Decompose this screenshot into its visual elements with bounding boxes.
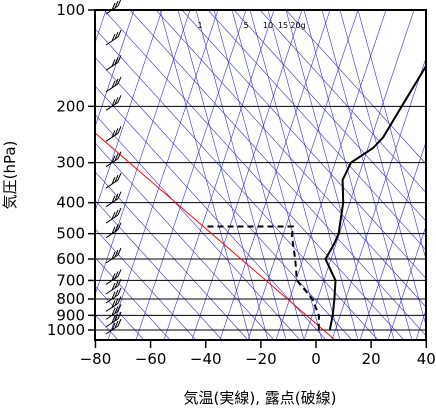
adiabat-line — [219, 10, 331, 340]
wind-barb — [105, 191, 122, 208]
adiabat-line — [303, 10, 395, 340]
x-axis-title: 気温(実線), 露点(破線) — [184, 389, 337, 407]
adiabat-line — [155, 10, 426, 308]
y-tick-label: 600 — [56, 250, 85, 268]
wind-barb — [105, 269, 122, 285]
y-axis-title: 気圧(hPa) — [1, 141, 19, 210]
adiabat-line — [95, 199, 223, 340]
adiabat-line — [177, 10, 269, 340]
adiabat-line — [285, 10, 426, 165]
adiabat-line — [195, 10, 287, 340]
adiabat-line — [339, 10, 426, 327]
wind-barb — [105, 76, 122, 93]
adiabat-line — [331, 57, 426, 340]
adiabat-line — [107, 10, 219, 340]
adiabat-line — [181, 10, 426, 279]
wind-barb — [105, 126, 122, 142]
y-tick-label: 200 — [56, 97, 85, 115]
x-tick-label: −60 — [135, 350, 167, 368]
x-tick-label: 0 — [311, 350, 321, 368]
adiabat-line — [359, 141, 426, 340]
adiabat-line — [259, 10, 426, 194]
mixing-ratio-label: 20g — [290, 21, 305, 30]
wind-barb — [105, 222, 122, 239]
mixing-ratio-label: 10 — [263, 21, 273, 30]
adiabat-line — [233, 10, 426, 222]
wind-barb — [105, 29, 122, 46]
x-tick-label: 20 — [362, 350, 381, 368]
wind-barb — [105, 55, 122, 71]
wind-barb — [105, 151, 122, 168]
adiabat-line — [159, 10, 251, 340]
x-axis: −80 −60 −40 −20 0 20 40 — [80, 340, 436, 368]
reference-line-path — [95, 132, 336, 340]
sounding-profiles — [207, 64, 426, 331]
y-tick-label: 300 — [56, 154, 85, 172]
adiabat-line — [249, 10, 341, 340]
mixing-ratio-label: 1 — [197, 21, 202, 30]
wind-barb — [105, 95, 122, 111]
adiabat-line — [95, 28, 379, 340]
mixing-ratio-labels: 1 5 10 15 20g — [197, 21, 305, 30]
adiabat-line — [135, 10, 247, 340]
mixing-ratio-label: 5 — [243, 21, 248, 30]
adiabat-line — [95, 10, 163, 212]
adiabat-line — [213, 10, 305, 340]
adiabat-line — [95, 257, 171, 340]
y-tick-label: 900 — [56, 306, 85, 324]
wind-barbs — [105, 0, 122, 335]
adiabat-lines — [95, 10, 426, 340]
y-tick-label: 800 — [56, 290, 85, 308]
wind-barb — [105, 247, 122, 264]
x-tick-label: −20 — [245, 350, 277, 368]
adiabat-line — [163, 10, 275, 340]
adiabat-line — [95, 228, 197, 340]
wind-barb — [105, 0, 122, 15]
y-tick-label: 400 — [56, 194, 85, 212]
adiabat-line — [103, 10, 405, 340]
temperature-profile-line — [324, 64, 426, 331]
adiabat-line — [387, 225, 426, 340]
adiabat-line — [95, 56, 353, 340]
wind-barb — [105, 172, 122, 189]
adiabat-line — [129, 10, 426, 337]
y-tick-label: 100 — [56, 1, 85, 19]
adiabat-line — [95, 142, 275, 340]
reference-line — [95, 132, 336, 340]
x-tick-label: −40 — [190, 350, 222, 368]
wind-barb — [105, 278, 122, 295]
wind-barb — [105, 311, 122, 328]
y-tick-label: 1000 — [47, 321, 85, 339]
adiabat-line — [191, 10, 303, 340]
wind-barb — [105, 207, 122, 224]
x-tick-label: 40 — [417, 350, 436, 368]
y-tick-label: 500 — [56, 225, 85, 243]
adiabat-line — [207, 10, 426, 251]
wind-barb — [105, 296, 122, 312]
adiabat-line — [321, 10, 413, 340]
x-tick-label: −80 — [80, 350, 112, 368]
adiabat-line — [231, 10, 323, 340]
wind-barb — [105, 287, 122, 304]
adiabat-line — [95, 85, 327, 340]
wind-barb — [105, 304, 122, 320]
adiabat-line — [95, 171, 249, 340]
y-tick-label: 700 — [56, 271, 85, 289]
adiabat-line — [357, 10, 426, 261]
adiabat-line — [285, 10, 377, 340]
wind-barb — [105, 318, 122, 335]
adiabat-line — [95, 114, 301, 340]
mixing-ratio-label: 15 — [278, 21, 288, 30]
adiabat-line — [95, 10, 135, 128]
adiabat-line — [95, 10, 191, 296]
adiabat-line — [303, 10, 415, 340]
adiabat-line — [267, 10, 359, 340]
isobar-grid — [95, 9, 426, 331]
adiabat-line — [247, 10, 359, 340]
